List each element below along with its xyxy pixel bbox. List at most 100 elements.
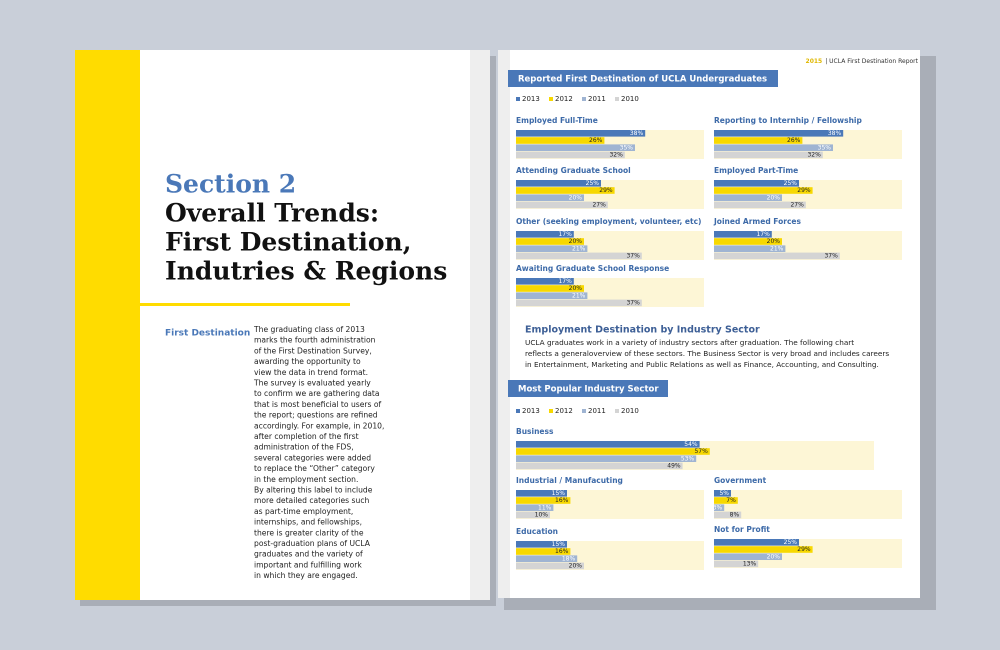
- legend-label: 2013: [522, 407, 540, 415]
- bar-label: 38%: [828, 130, 842, 137]
- bar-label: 27%: [592, 202, 606, 209]
- industry-text: in Entertainment, Marketing and Public R…: [525, 360, 879, 369]
- legend-swatch: [549, 409, 553, 413]
- bar: [516, 130, 646, 137]
- bar-label: 32%: [807, 152, 821, 159]
- bar-label: 20%: [569, 563, 583, 570]
- legend-swatch: [516, 97, 520, 101]
- bar: [516, 504, 554, 511]
- running-header: 2015 | UCLA First Destination Report: [806, 58, 919, 65]
- bar-label: 35%: [818, 144, 832, 151]
- bar-label: 26%: [787, 137, 801, 144]
- chart-title: Joined Armed Forces: [713, 217, 802, 226]
- bar-label: 18%: [562, 555, 576, 562]
- panel-banner: [508, 70, 778, 87]
- body-line: there is greater clarity of the: [254, 528, 364, 537]
- bar-label: 7%: [726, 497, 736, 504]
- bar-label: 29%: [599, 187, 613, 194]
- bar: [516, 511, 550, 519]
- body-line: of the First Destination Survey,: [254, 346, 372, 355]
- bar-label: 20%: [569, 194, 583, 201]
- bar: [714, 546, 813, 553]
- body-line: as part-time employment,: [254, 507, 353, 516]
- gutter: [470, 50, 490, 600]
- chart-title: Not for Profit: [714, 525, 770, 534]
- bar-label: 37%: [626, 253, 640, 260]
- bar: [714, 245, 786, 252]
- chart-title: Industrial / Manufacuting: [516, 476, 623, 485]
- bar-label: 20%: [767, 194, 781, 201]
- industry-text: UCLA graduates work in a variety of indu…: [525, 338, 854, 347]
- body-line: By altering this label to include: [254, 486, 373, 495]
- industry-heading: Employment Destination by Industry Secto…: [525, 325, 760, 336]
- body-line: marks the fourth administration: [254, 336, 376, 345]
- bar: [516, 490, 567, 497]
- chart-background: [714, 490, 902, 519]
- yellow-band: [75, 50, 140, 600]
- body-line: awarding the opportunity to: [254, 357, 361, 366]
- chart-title: Awaiting Graduate School Response: [516, 264, 669, 273]
- body-line: in which they are engaged.: [254, 571, 358, 580]
- body-line: important and fulfilling work: [254, 560, 362, 569]
- bar-label: 8%: [730, 512, 740, 519]
- bar-label: 53%: [681, 455, 695, 462]
- bar: [714, 539, 799, 546]
- bar: [714, 194, 782, 201]
- rule: [140, 303, 350, 306]
- legend-label: 2011: [588, 407, 606, 415]
- bar-label: 37%: [824, 253, 838, 260]
- chart-title: Government: [714, 476, 767, 485]
- legend-label: 2013: [522, 95, 540, 103]
- bar: [516, 144, 635, 151]
- bar-label: 15%: [552, 541, 566, 548]
- panel-title: Reported First Destination of UCLA Under…: [518, 75, 767, 85]
- bar-label: 29%: [797, 546, 811, 553]
- bar-label: 32%: [609, 152, 623, 159]
- bar: [516, 292, 588, 299]
- bar-label: 27%: [790, 202, 804, 209]
- bar: [714, 130, 844, 137]
- industry-text: reflects a generaloverview of these sect…: [525, 349, 889, 358]
- left-page: [75, 50, 490, 600]
- bar-label: 49%: [667, 463, 681, 470]
- body-line: in the employment section.: [254, 475, 358, 484]
- bar-label: 21%: [572, 292, 586, 299]
- bar: [714, 511, 742, 519]
- bar: [516, 201, 608, 209]
- bar: [516, 462, 683, 470]
- chart-title: Employed Part-Time: [714, 166, 798, 175]
- bar-label: 17%: [756, 231, 770, 238]
- header-year: 2015: [806, 58, 823, 65]
- bar-label: 17%: [558, 278, 572, 285]
- panel-title: Most Popular Industry Sector: [518, 385, 659, 395]
- title-line: Indutries & Regions: [165, 257, 447, 286]
- bar-label: 54%: [684, 441, 698, 448]
- bar: [714, 560, 759, 568]
- bar: [516, 555, 578, 562]
- bar-label: 26%: [589, 137, 603, 144]
- bar-label: 25%: [784, 180, 798, 187]
- bar-label: 35%: [620, 144, 634, 151]
- bar-label: 21%: [572, 245, 586, 252]
- bar-label: 16%: [555, 497, 569, 504]
- bar-label: 29%: [797, 187, 811, 194]
- bar-label: 37%: [626, 300, 640, 307]
- bar: [714, 144, 833, 151]
- body-line: The graduating class of 2013: [253, 325, 365, 334]
- bar-label: 5%: [719, 490, 729, 497]
- bar-label: 25%: [784, 539, 798, 546]
- body-line: several categories were added: [254, 453, 371, 462]
- section-number: Section 2: [165, 170, 296, 199]
- bar: [516, 448, 710, 455]
- panel-banner: [508, 380, 668, 397]
- body-line: more detailed categories such: [254, 496, 369, 505]
- bar: [516, 231, 574, 238]
- title-line: First Destination,: [165, 228, 411, 257]
- legend-swatch: [582, 97, 586, 101]
- bar-label: 17%: [558, 231, 572, 238]
- bar: [516, 541, 567, 548]
- body-line: The survey is evaluated yearly: [253, 379, 371, 388]
- bar: [714, 151, 823, 159]
- chart-title: Reporting to Internhip / Fellowship: [714, 116, 862, 125]
- bar: [714, 187, 813, 194]
